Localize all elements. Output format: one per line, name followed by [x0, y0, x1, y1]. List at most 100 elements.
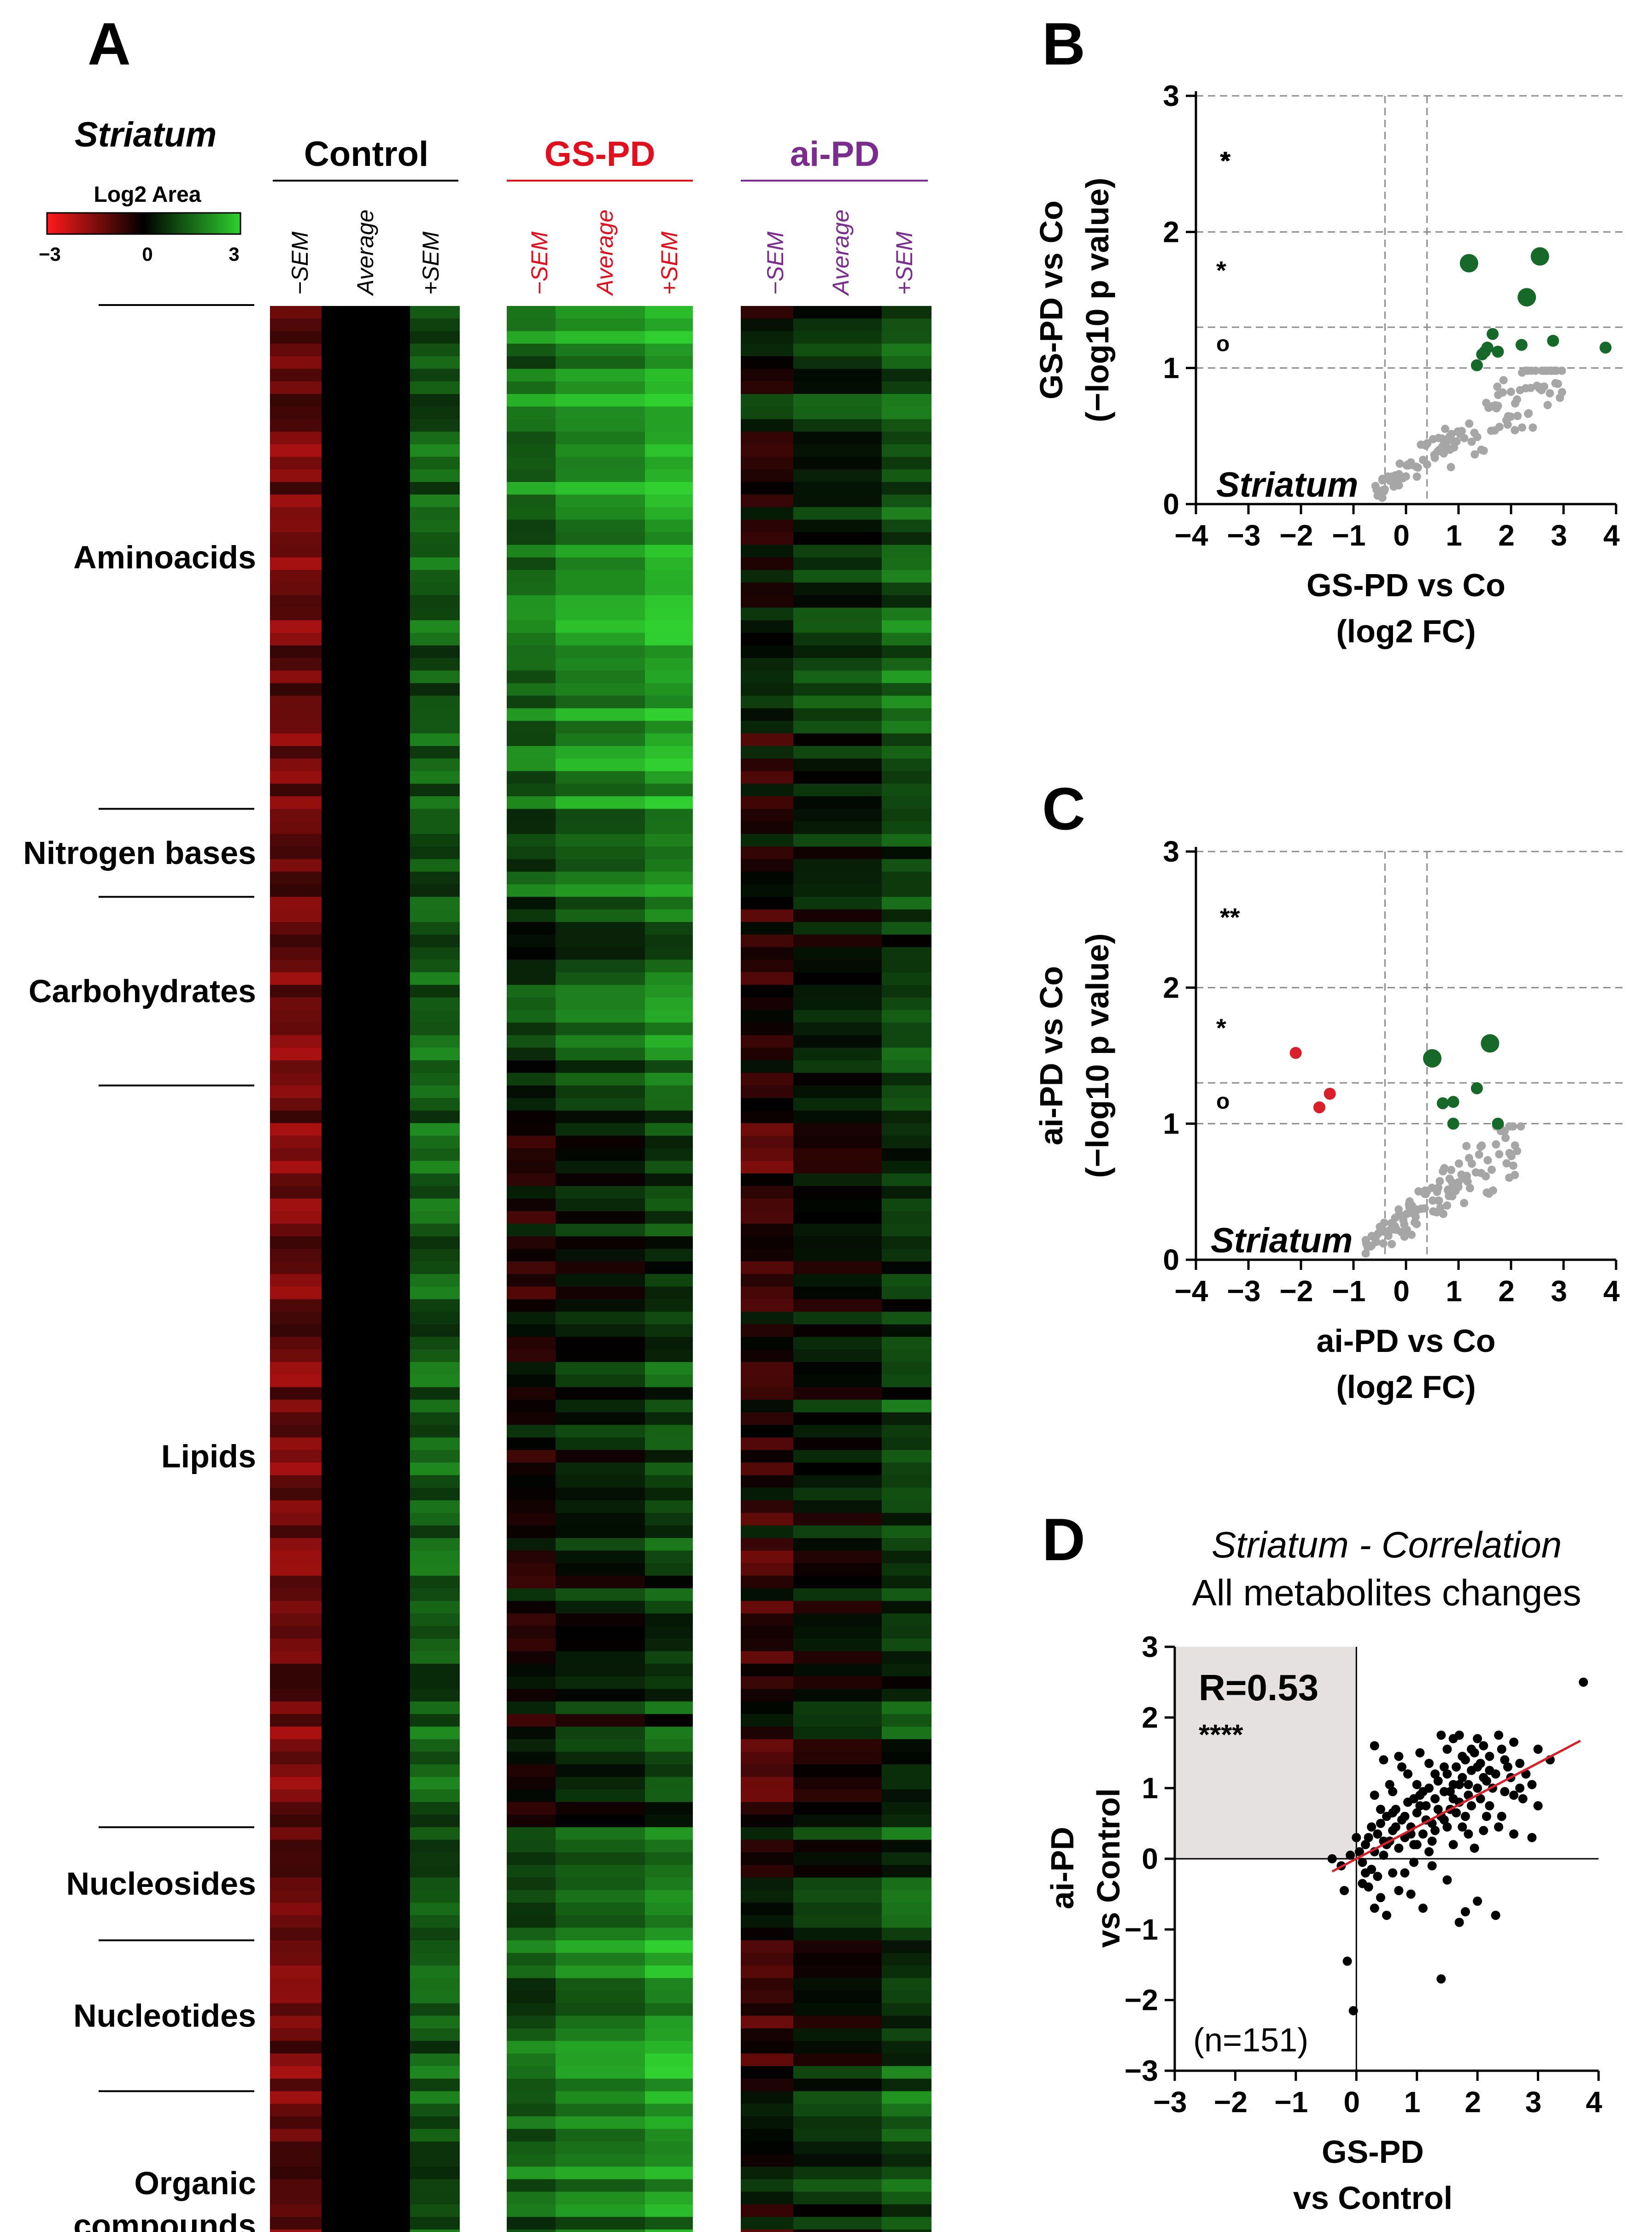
heatmap-cell	[270, 2204, 322, 2218]
heatmap-cell	[793, 1374, 882, 1388]
data-point	[1424, 1847, 1434, 1856]
heatmap-cell	[793, 909, 882, 922]
heatmap-cell	[507, 1689, 556, 1702]
data-point	[1397, 1762, 1406, 1772]
heatmap-cell	[322, 494, 410, 508]
heatmap-cell	[322, 783, 410, 797]
heatmap-cell	[556, 2229, 645, 2232]
heatmap-cell	[882, 1362, 931, 1375]
heatmap-cell	[741, 1978, 793, 1991]
heatmap-cell	[793, 1324, 882, 1338]
heatmap-cell	[793, 1751, 882, 1765]
heatmap-cell	[882, 494, 931, 508]
heatmap-cell	[645, 758, 693, 772]
data-point-ns	[1395, 459, 1404, 468]
heatmap-cell	[556, 419, 645, 432]
heatmap-cell	[270, 1412, 322, 1426]
heatmap-cell	[556, 733, 645, 746]
heatmap-cell	[882, 1903, 931, 1916]
heatmap-cell	[556, 1639, 645, 1652]
heatmap-cell	[507, 859, 556, 872]
heatmap-cell	[410, 595, 460, 608]
heatmap-cell	[322, 1362, 410, 1375]
heatmap-cell	[645, 1060, 693, 1074]
data-point-ns	[1371, 482, 1380, 490]
heatmap-cell	[322, 2053, 410, 2067]
heatmap-cell	[645, 507, 693, 520]
data-point-ns	[1435, 1196, 1443, 1205]
heatmap-cell	[507, 658, 556, 671]
heatmap-cell	[741, 796, 793, 810]
heatmap-cell	[322, 1475, 410, 1488]
category-label: Aminoacids	[73, 540, 256, 576]
data-point	[1448, 1840, 1458, 1850]
heatmap-cell	[556, 1337, 645, 1350]
heatmap-cell	[741, 1412, 793, 1426]
heatmap-cell	[507, 570, 556, 583]
heatmap-cell	[793, 469, 882, 482]
heatmap-cell	[793, 482, 882, 495]
heatmap-cell	[645, 2091, 693, 2104]
heatmap-cell	[410, 1085, 460, 1098]
heatmap-cell	[793, 318, 882, 332]
heatmap-cell	[507, 985, 556, 998]
heatmap-cell	[270, 1311, 322, 1325]
heatmap-cell	[793, 1249, 882, 1262]
data-point-ns	[1558, 366, 1566, 375]
x-tick-label: −2	[1214, 2085, 1248, 2119]
heatmap-cell	[793, 633, 882, 646]
data-point	[1497, 1812, 1506, 1821]
heatmap-cell	[793, 1538, 882, 1551]
heatmap-cell	[507, 1852, 556, 1866]
heatmap-cell	[556, 2141, 645, 2155]
heatmap-cell	[882, 1311, 931, 1325]
heatmap-cell	[645, 1613, 693, 1627]
heatmap-cell	[793, 834, 882, 847]
heatmap-cell	[882, 1588, 931, 1602]
heatmap-cell	[882, 1186, 931, 1199]
heatmap-cell	[645, 1035, 693, 1048]
heatmap-cell	[556, 2003, 645, 2016]
heatmap-cell	[645, 670, 693, 684]
heatmap-cell	[410, 1978, 460, 1991]
heatmap-cell	[793, 1764, 882, 1778]
heatmap-cell	[410, 1060, 460, 1074]
heatmap-cell	[556, 1110, 645, 1124]
heatmap-cell	[270, 909, 322, 922]
heatmap-cell	[882, 1286, 931, 1300]
y-tick-label: 0	[1163, 488, 1179, 521]
group-header-control: Control	[304, 135, 428, 174]
heatmap-cell	[882, 2191, 931, 2205]
heatmap-cell	[322, 2103, 410, 2117]
heatmap-cell	[507, 1236, 556, 1250]
heatmap-cell	[741, 1299, 793, 1312]
heatmap-cell	[793, 2141, 882, 2155]
data-point-significant	[1447, 1117, 1459, 1130]
data-point	[1515, 1783, 1525, 1793]
heatmap-cell	[793, 1789, 882, 1803]
heatmap-cell	[507, 1475, 556, 1488]
heatmap-cell	[645, 2066, 693, 2079]
heatmap-cell	[793, 645, 882, 658]
heatmap-cell	[645, 733, 693, 746]
heatmap-cell	[882, 1450, 931, 1463]
heatmap-cell	[793, 1349, 882, 1363]
heatmap-cell	[741, 1010, 793, 1023]
heatmap-cell	[882, 846, 931, 860]
heatmap-cell	[882, 519, 931, 533]
heatmap-cell	[507, 1186, 556, 1199]
heatmap-cell	[410, 343, 460, 357]
data-point	[1494, 1822, 1504, 1832]
y-axis-title: GS-PD vs Co	[1033, 200, 1069, 399]
heatmap-cell	[322, 582, 410, 596]
heatmap-cell	[410, 1890, 460, 1903]
heatmap-cell	[793, 997, 882, 1010]
heatmap-cell	[741, 1601, 793, 1614]
heatmap-cell	[793, 695, 882, 709]
data-point-ns	[1443, 1201, 1452, 1210]
data-point-ns	[1488, 1186, 1497, 1195]
heatmap-cell	[741, 1739, 793, 1752]
correlation-r-label: R=0.53	[1199, 1667, 1318, 1708]
heatmap-cell	[741, 2217, 793, 2230]
heatmap-cell	[645, 570, 693, 583]
